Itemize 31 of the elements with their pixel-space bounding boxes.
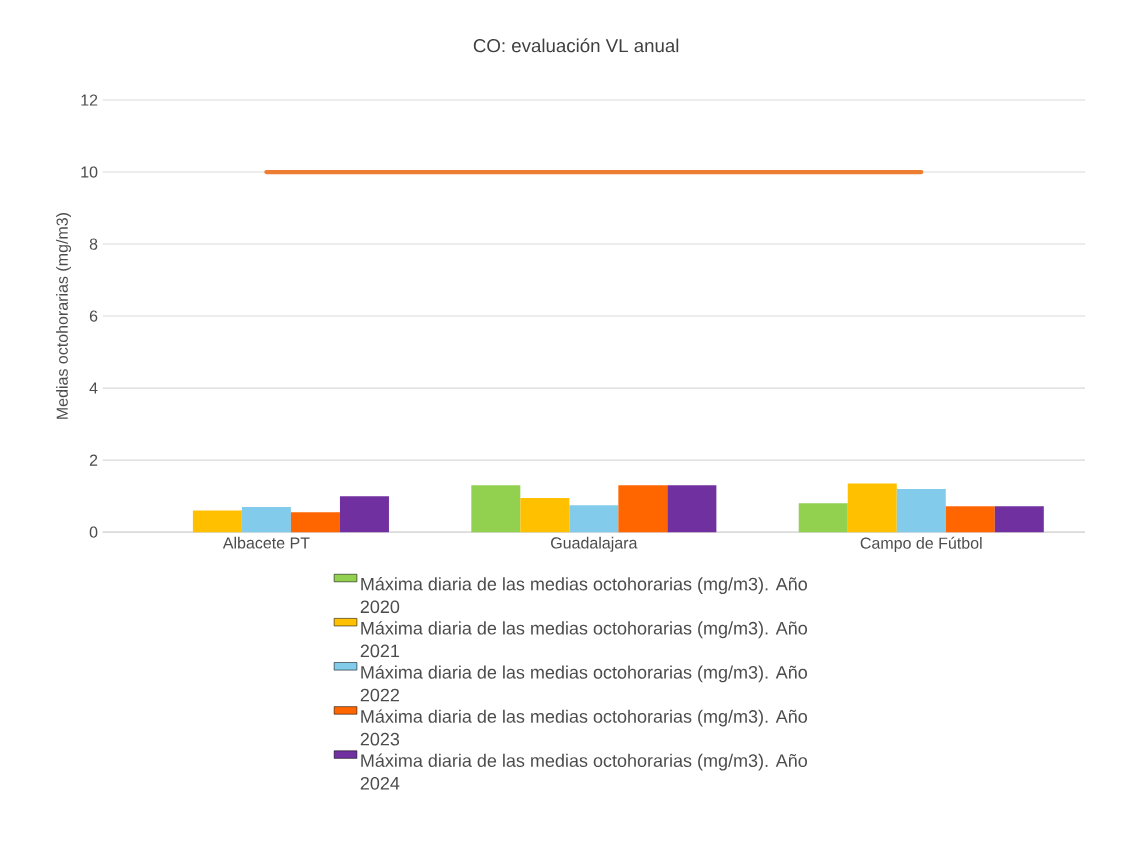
y-tick-label: 2: [89, 454, 98, 466]
bar: [618, 485, 668, 533]
legend-label: Máxima diaria de las medias octohorarias (mg/m3). Año 2022: [360, 665, 807, 702]
legend-label: Máxima diaria de las medias octohorarias (mg/m3). Año 2024: [360, 753, 807, 790]
y-tick-label: 10: [81, 166, 98, 178]
chart-title: CO: evaluación VL anual: [473, 38, 679, 53]
y-tick-label: 0: [89, 526, 98, 539]
bar: [569, 505, 619, 533]
bar: [290, 512, 340, 533]
legend-label: Máxima diaria de las medias octohorarias (mg/m3). Año 2021: [360, 621, 807, 658]
legend-label: Máxima diaria de las medias octohorarias (mg/m3). Año 2020: [360, 577, 807, 614]
legend-label: Máxima diaria de las medias octohorarias (mg/m3). Año 2023: [360, 709, 807, 746]
bar: [192, 510, 242, 533]
bar: [667, 485, 717, 533]
x-tick-label: Guadalajara: [551, 537, 638, 552]
x-tick-label: Campo de Fútbol: [860, 537, 982, 553]
y-tick-label: 6: [89, 310, 98, 322]
bar: [339, 496, 389, 533]
bar: [847, 483, 897, 533]
bar: [241, 507, 291, 533]
bar: [945, 506, 995, 533]
y-tick-label: 4: [89, 382, 98, 394]
bar: [896, 489, 946, 533]
bar: [994, 506, 1044, 533]
bar: [798, 503, 848, 533]
y-tick-label: 12: [81, 94, 98, 106]
y-axis-title: Medias octohorarias (mg/m3): [56, 213, 72, 420]
bar: [471, 485, 521, 533]
bar: [520, 498, 570, 533]
y-tick-label: 8: [89, 238, 98, 250]
x-tick-label: Albacete PT: [222, 537, 310, 549]
